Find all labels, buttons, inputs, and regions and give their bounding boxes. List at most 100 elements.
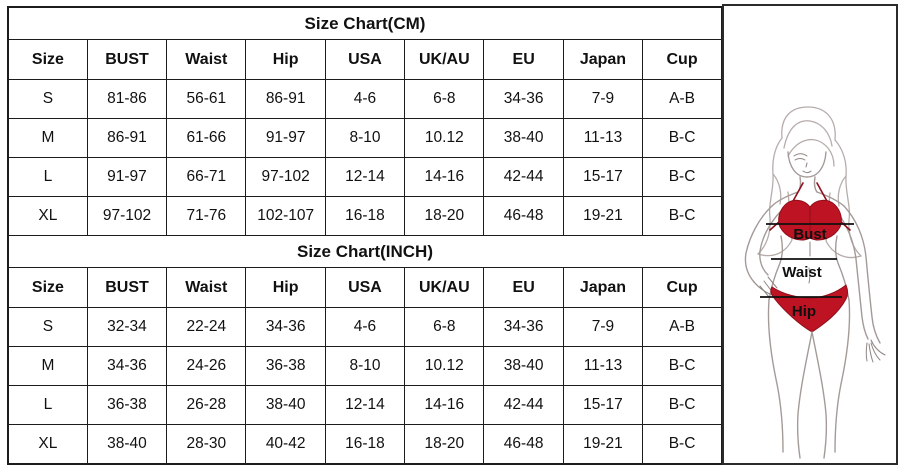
value-cell: 7-9 — [562, 307, 644, 347]
value-cell: 36-38 — [86, 385, 168, 425]
column-header-waist: Waist — [166, 39, 247, 80]
size-chart-table: Size Chart(CM) Size BUST Waist Hip USA UK/AU EU… — [7, 6, 723, 465]
bust-measure-line: Bust — [766, 223, 854, 243]
table-row: S 32-34 22-24 34-36 4-6 6-8 34-36 7-9 A-B — [7, 307, 723, 347]
column-header-cup: Cup — [642, 39, 723, 80]
value-cell: 40-42 — [245, 424, 326, 465]
size-label-cell: M — [7, 118, 88, 158]
value-cell: 18-20 — [404, 196, 485, 236]
value-cell: 8-10 — [324, 118, 406, 158]
value-cell: 42-44 — [483, 385, 564, 425]
column-header-size: Size — [7, 39, 88, 80]
value-cell: 91-97 — [86, 157, 168, 197]
section-title-row: Size Chart(CM) — [7, 6, 723, 40]
value-cell: 102-107 — [245, 196, 326, 236]
value-cell: 38-40 — [483, 118, 564, 158]
column-header-size: Size — [7, 267, 88, 308]
column-header-hip: Hip — [245, 39, 326, 80]
hip-label: Hip — [792, 303, 816, 320]
value-cell: 22-24 — [166, 307, 247, 347]
value-cell: 28-30 — [166, 424, 247, 465]
column-header-cup: Cup — [642, 267, 723, 308]
value-cell: 34-36 — [483, 79, 564, 119]
column-header-usa: USA — [324, 267, 406, 308]
value-cell: 86-91 — [245, 79, 326, 119]
figure-right-arm — [837, 205, 886, 363]
value-cell: 4-6 — [324, 307, 406, 347]
value-cell: 24-26 — [166, 346, 247, 386]
column-header-row: Size BUST Waist Hip USA UK/AU EU Japan Cup — [7, 39, 723, 80]
value-cell: 15-17 — [562, 157, 644, 197]
value-cell: A-B — [642, 79, 723, 119]
column-header-eu: EU — [483, 39, 564, 80]
value-cell: 66-71 — [166, 157, 247, 197]
column-header-bust: BUST — [86, 267, 168, 308]
value-cell: 12-14 — [324, 157, 406, 197]
table-row: L 91-97 66-71 97-102 12-14 14-16 42-44 15-17 B-C — [7, 157, 723, 197]
value-cell: 38-40 — [245, 385, 326, 425]
value-cell: 19-21 — [562, 196, 644, 236]
value-cell: 26-28 — [166, 385, 247, 425]
value-cell: 7-9 — [562, 79, 644, 119]
value-cell: 61-66 — [166, 118, 247, 158]
waist-measure-line: Waist — [771, 258, 837, 281]
value-cell: 81-86 — [86, 79, 168, 119]
table-row: S 81-86 56-61 86-91 4-6 6-8 34-36 7-9 A-B — [7, 79, 723, 119]
table-row: M 34-36 24-26 36-38 8-10 10.12 38-40 11-13 B-C — [7, 346, 723, 386]
value-cell: 6-8 — [404, 307, 485, 347]
value-cell: 12-14 — [324, 385, 406, 425]
figure-legs — [767, 299, 851, 459]
value-cell: 6-8 — [404, 79, 485, 119]
column-header-waist: Waist — [166, 267, 247, 308]
value-cell: 16-18 — [324, 196, 406, 236]
section-title: Size Chart(CM) — [7, 6, 723, 40]
measurement-figure-panel: Bust Waist Hip — [722, 4, 898, 465]
column-header-uk-au: UK/AU — [404, 39, 485, 80]
size-label-cell: XL — [7, 424, 88, 465]
value-cell: 10.12 — [404, 346, 485, 386]
value-cell: 11-13 — [562, 346, 644, 386]
value-cell: 42-44 — [483, 157, 564, 197]
column-header-japan: Japan — [562, 267, 644, 308]
size-label-cell: M — [7, 346, 88, 386]
hip-measure-line: Hip — [760, 296, 842, 320]
column-header-usa: USA — [324, 39, 406, 80]
value-cell: 14-16 — [404, 385, 485, 425]
size-label-cell: S — [7, 79, 88, 119]
value-cell: 91-97 — [245, 118, 326, 158]
value-cell: 11-13 — [562, 118, 644, 158]
section-title: Size Chart(INCH) — [7, 235, 723, 268]
table-row: M 86-91 61-66 91-97 8-10 10.12 38-40 11-13 B-C — [7, 118, 723, 158]
column-header-uk-au: UK/AU — [404, 267, 485, 308]
value-cell: B-C — [642, 157, 723, 197]
value-cell: 4-6 — [324, 79, 406, 119]
value-cell: 8-10 — [324, 346, 406, 386]
value-cell: 19-21 — [562, 424, 644, 465]
column-header-row: Size BUST Waist Hip USA UK/AU EU Japan Cup — [7, 267, 723, 308]
value-cell: 34-36 — [245, 307, 326, 347]
value-cell: 15-17 — [562, 385, 644, 425]
bikini-top — [769, 182, 851, 241]
figure-left-arm — [744, 205, 781, 298]
column-header-eu: EU — [483, 267, 564, 308]
value-cell: B-C — [642, 385, 723, 425]
value-cell: 18-20 — [404, 424, 485, 465]
value-cell: 46-48 — [483, 196, 564, 236]
value-cell: B-C — [642, 118, 723, 158]
size-label-cell: S — [7, 307, 88, 347]
bust-label: Bust — [793, 226, 826, 243]
value-cell: 97-102 — [245, 157, 326, 197]
figure-face — [787, 151, 827, 178]
value-cell: A-B — [642, 307, 723, 347]
size-label-cell: L — [7, 385, 88, 425]
value-cell: 32-34 — [86, 307, 168, 347]
value-cell: B-C — [642, 346, 723, 386]
value-cell: 97-102 — [86, 196, 168, 236]
value-cell: 36-38 — [245, 346, 326, 386]
figure-hair — [757, 106, 862, 259]
value-cell: B-C — [642, 424, 723, 465]
waist-label: Waist — [782, 264, 821, 281]
table-row: L 36-38 26-28 38-40 12-14 14-16 42-44 15-17 B-C — [7, 385, 723, 425]
value-cell: 34-36 — [483, 307, 564, 347]
value-cell: 46-48 — [483, 424, 564, 465]
